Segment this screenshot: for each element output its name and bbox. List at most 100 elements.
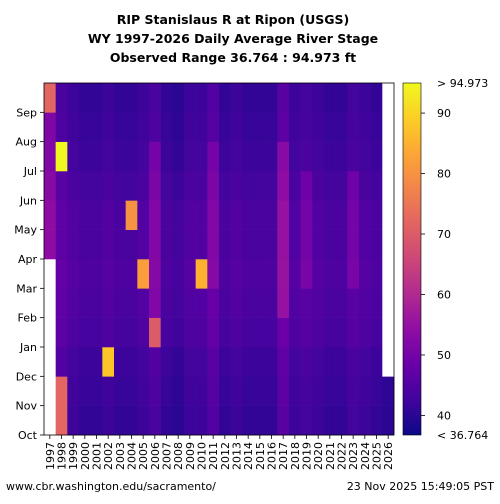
heat-cell-2023-jun [347,171,360,201]
heat-cell-2006-feb [149,288,161,318]
heat-cell-2015-nov [254,376,266,406]
heat-cell-2019-may [300,200,313,230]
x-tick-label-2002: 2002 [102,442,115,470]
heat-cell-2023-aug [347,112,360,142]
heat-cell-2020-dec [312,347,325,377]
heat-cell-2014-may [242,200,255,230]
heat-cell-2025-may [370,200,383,230]
heat-cell-2004-nov [125,376,138,406]
heat-cell-1998-jun [55,171,68,201]
heat-cell-2014-mar [242,259,255,289]
heat-cell-2001-aug [90,112,103,142]
heat-cell-2001-nov [90,376,103,406]
heat-cell-2005-aug [137,112,150,142]
heat-cell-2008-nov [172,376,185,406]
heat-cell-2001-feb [90,288,103,318]
heat-cell-1999-mar [67,259,80,289]
heat-cell-2005-jul [137,141,150,172]
heat-cell-2017-jul [277,141,290,172]
heat-cell-2003-jul [114,141,126,172]
heat-cell-2026-feb [382,288,395,318]
heat-cell-2019-nov [300,376,313,406]
colorbar-gradient [402,82,422,436]
heat-cell-2023-may [347,200,360,230]
y-tick-label-nov: Nov [16,400,38,413]
heat-cell-2019-sep [300,83,313,113]
colorbar-tick-label-60: 60 [437,288,451,301]
heat-cell-2001-jun [90,171,103,201]
heat-cell-2020-jan [312,317,325,348]
heat-cell-2003-mar [114,259,126,289]
heat-cell-2025-jul [370,141,383,172]
heat-cell-2013-jun [230,171,243,201]
heat-cell-2012-jan [219,317,231,348]
heat-cell-2018-mar [289,259,301,289]
heat-cell-2008-may [172,200,185,230]
heat-cell-2006-oct [149,405,161,436]
heat-cell-2013-dec [230,347,243,377]
heat-cell-2003-dec [114,347,126,377]
heat-cell-2025-feb [370,288,383,318]
heat-cell-2001-apr [90,229,103,260]
x-tick-label-2025: 2025 [371,442,384,470]
heat-cell-1998-aug [55,112,68,142]
heat-cell-2011-aug [207,112,220,142]
heat-cell-2021-feb [324,288,336,318]
heat-cell-2006-jan [149,317,161,348]
heat-cell-2025-dec [370,347,383,377]
heat-cell-2013-nov [230,376,243,406]
heat-cell-2003-jun [114,171,126,201]
heat-cell-2000-mar [79,259,91,289]
heat-cell-2002-nov [102,376,115,406]
heat-cell-2001-dec [90,347,103,377]
heat-cell-2004-sep [125,83,138,113]
heat-cell-2000-jan [79,317,91,348]
heat-cell-2008-jan [172,317,185,348]
heat-cell-1999-feb [67,288,80,318]
x-tick-label-2012: 2012 [219,442,232,470]
heat-cell-2001-mar [90,259,103,289]
heat-cell-2004-jul [125,141,138,172]
heat-cell-2026-jan [382,317,395,348]
heat-cell-2008-apr [172,229,185,260]
footer-timestamp: 23 Nov 2025 15:49:05 PST [347,480,494,493]
heat-cell-2017-aug [277,112,290,142]
heat-cell-2004-mar [125,259,138,289]
heat-cell-2021-aug [324,112,336,142]
heat-cell-2026-nov [382,376,395,406]
heat-cell-2022-nov [335,376,348,406]
heat-cell-2011-sep [207,83,220,113]
heat-cell-2011-jul [207,141,220,172]
heat-cell-2022-feb [335,288,348,318]
heat-cell-1999-oct [67,405,80,436]
heat-cell-2025-aug [370,112,383,142]
heat-cell-2000-may [79,200,91,230]
heat-cell-2026-apr [382,229,395,260]
heat-cell-2015-jan [254,317,266,348]
heat-cell-1999-aug [67,112,80,142]
heat-cell-2024-aug [359,112,371,142]
heat-cell-2007-jun [160,171,173,201]
heat-cell-2013-sep [230,83,243,113]
heat-cell-2005-apr [137,229,150,260]
x-tick-label-1999: 1999 [67,442,80,470]
heat-cell-2014-feb [242,288,255,318]
heat-cell-1998-jan [55,317,68,348]
heat-cell-2011-jan [207,317,220,348]
heat-cell-2007-oct [160,405,173,436]
heat-cell-2018-jan [289,317,301,348]
heat-cell-2010-may [195,200,208,230]
heat-cell-2023-feb [347,288,360,318]
heat-cell-1999-jun [67,171,80,201]
heat-cell-2006-jun [149,171,161,201]
heat-cell-2011-jun [207,171,220,201]
heat-cell-2023-apr [347,229,360,260]
x-tick-label-2001: 2001 [91,442,104,470]
heat-cell-2002-jun [102,171,115,201]
heat-cell-2003-aug [114,112,126,142]
heat-cell-1999-jan [67,317,80,348]
heat-cell-2019-apr [300,229,313,260]
x-tick-label-2008: 2008 [172,442,185,470]
heat-cell-2022-dec [335,347,348,377]
chart-title-line-2: WY 1997-2026 Daily Average River Stage [88,31,378,46]
